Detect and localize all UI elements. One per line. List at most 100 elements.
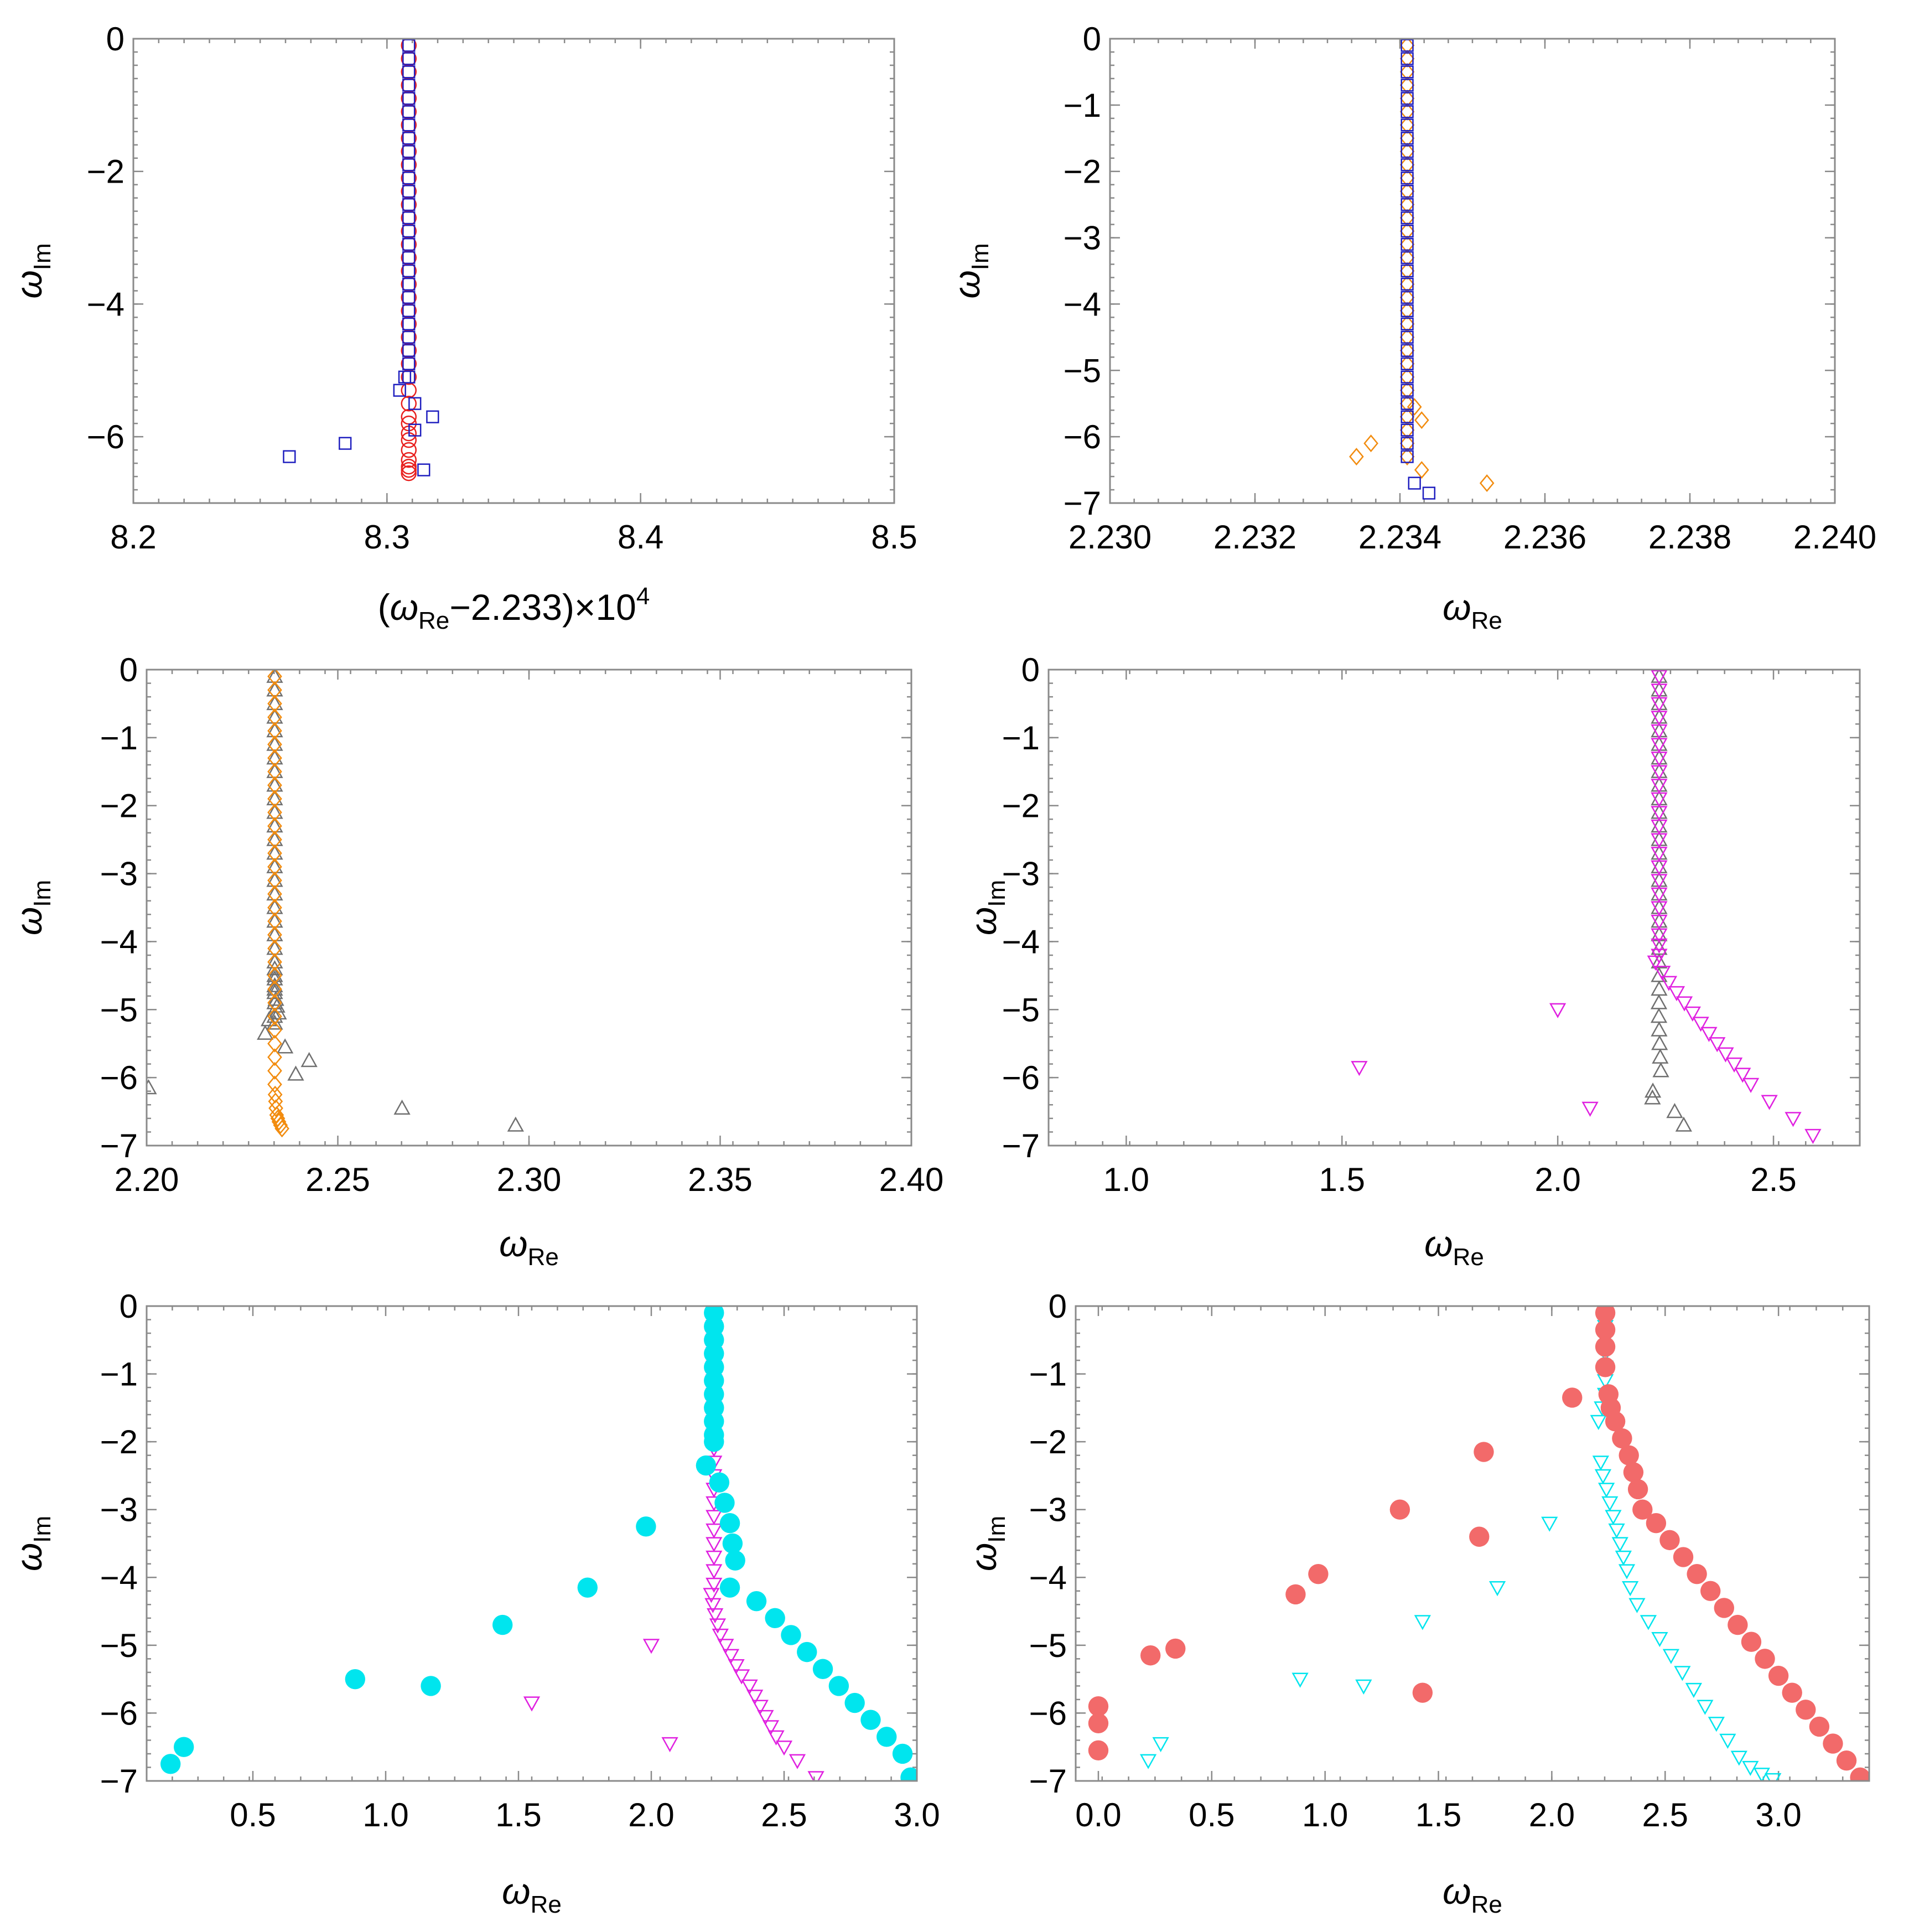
x-tick-label: 2.0 (1534, 1161, 1580, 1198)
data-point (876, 1727, 897, 1747)
data-point (1650, 1007, 1668, 1023)
data-point (402, 198, 416, 211)
x-tick-label: 1.5 (1415, 1796, 1461, 1833)
data-point (1651, 1631, 1668, 1648)
y-tick-label: −3 (100, 856, 138, 893)
data-point (401, 356, 417, 372)
data-point (1619, 1445, 1639, 1465)
data-point (401, 442, 417, 458)
data-point (1676, 996, 1693, 1012)
x-tick-label: 3.0 (1755, 1796, 1801, 1833)
x-axis-label: ωRe (1424, 1223, 1484, 1271)
data-point (1401, 185, 1414, 198)
data-point (1651, 847, 1668, 862)
data-point (1709, 1037, 1726, 1053)
data-point (1401, 79, 1414, 92)
data-point (1782, 1682, 1802, 1703)
y-tick-label: −3 (1029, 1491, 1067, 1529)
data-point (1651, 697, 1668, 713)
y-tick-label: −5 (100, 1627, 138, 1664)
data-point (267, 695, 282, 713)
data-point (1363, 434, 1378, 453)
panel-bottom-right: 0.0 0.5 1.0 1.5 2.0 2.5 3.0 0 −1 −2 −3 −4 −5 −6 −7 ωRe ω… (963, 1288, 1870, 1918)
data-point (1687, 1563, 1707, 1584)
data-point (1650, 994, 1668, 1009)
data-point (1785, 1112, 1802, 1127)
data-point (401, 210, 417, 226)
y-tick-label: −6 (1002, 1059, 1040, 1096)
data-point (781, 1625, 801, 1645)
panel-top-right: 2.230 2.232 2.234 2.236 2.238 2.240 0 −1 −2 −3 −4 −… (946, 20, 1876, 634)
x-tick-label: 8.4 (618, 519, 663, 556)
x-tick-label: 2.0 (628, 1796, 674, 1833)
data-point (1401, 65, 1414, 79)
y-tick-label: −1 (1002, 719, 1040, 757)
y-axis-label: ωIm (946, 243, 994, 298)
data-point (401, 465, 417, 481)
data-point (1355, 1679, 1372, 1695)
data-point (260, 1011, 278, 1027)
data-point (402, 158, 416, 172)
panel-middle-right: 1.0 1.5 2.0 2.5 0 −1 −2 −3 −4 −5 −6 −7 ωRe ωIm (963, 651, 1861, 1271)
data-point (1598, 1483, 1615, 1498)
x-tick-label: 0.5 (230, 1796, 276, 1833)
data-point (300, 1052, 318, 1068)
data-point (267, 1075, 282, 1094)
data-point (1401, 237, 1414, 251)
data-point (267, 681, 282, 699)
x-tick-label: 1.0 (1103, 1161, 1149, 1198)
data-point (426, 410, 439, 423)
data-point (807, 1771, 824, 1781)
data-point (1755, 1649, 1775, 1669)
data-point (728, 1659, 745, 1675)
data-point (267, 804, 282, 821)
data-point (417, 463, 430, 476)
x-tick-label: 3.0 (894, 1796, 940, 1833)
data-point (408, 397, 422, 410)
y-tick-label: −3 (1002, 856, 1040, 893)
data-point (267, 670, 282, 686)
data-point (1308, 1563, 1329, 1584)
y-tick-label: −7 (1029, 1763, 1067, 1800)
data-point (577, 1577, 598, 1598)
data-point (1595, 1319, 1616, 1340)
data-point (402, 224, 416, 238)
data-point (1659, 1530, 1680, 1551)
y-tick-label: −7 (100, 1763, 138, 1800)
x-tick-label: 8.2 (110, 519, 156, 556)
series-magenta-inverted-triangles (1351, 670, 1822, 1144)
y-tick-label: −4 (100, 923, 138, 960)
data-point (1401, 145, 1414, 158)
data-point (1401, 330, 1414, 344)
data-point (401, 90, 417, 107)
y-tick-label: −7 (1064, 485, 1101, 522)
data-point (1651, 806, 1668, 821)
data-point (1651, 724, 1668, 740)
plot-frame (1075, 1305, 1870, 1782)
data-point (401, 117, 417, 133)
data-point (1479, 474, 1495, 493)
data-point (1590, 1415, 1607, 1430)
data-point (1623, 1462, 1644, 1483)
minor-ticks (1109, 38, 1836, 504)
data-point (402, 357, 416, 370)
data-point (1651, 980, 1668, 996)
y-tick-label: 0 (1083, 20, 1101, 58)
data-point (762, 1720, 780, 1736)
data-point (267, 1021, 282, 1039)
data-point (1652, 1048, 1669, 1064)
y-tick-label: 0 (1049, 1288, 1067, 1325)
x-tick-label: 2.20 (115, 1161, 179, 1198)
data-point (1401, 357, 1414, 370)
data-point (1644, 1089, 1661, 1105)
data-point (1422, 486, 1436, 500)
y-tick-label: −4 (1002, 923, 1040, 960)
data-point (707, 1608, 724, 1624)
data-point (1651, 874, 1668, 889)
data-point (1652, 1062, 1669, 1078)
data-point (401, 263, 417, 279)
data-point (402, 172, 416, 185)
panel-top-left: 8.2 8.3 8.4 8.5 0 −2 −4 −6 (ωRe−2.233)×104 ωIm (8, 20, 917, 634)
data-point (1412, 1682, 1433, 1703)
data-point (1640, 1615, 1657, 1630)
